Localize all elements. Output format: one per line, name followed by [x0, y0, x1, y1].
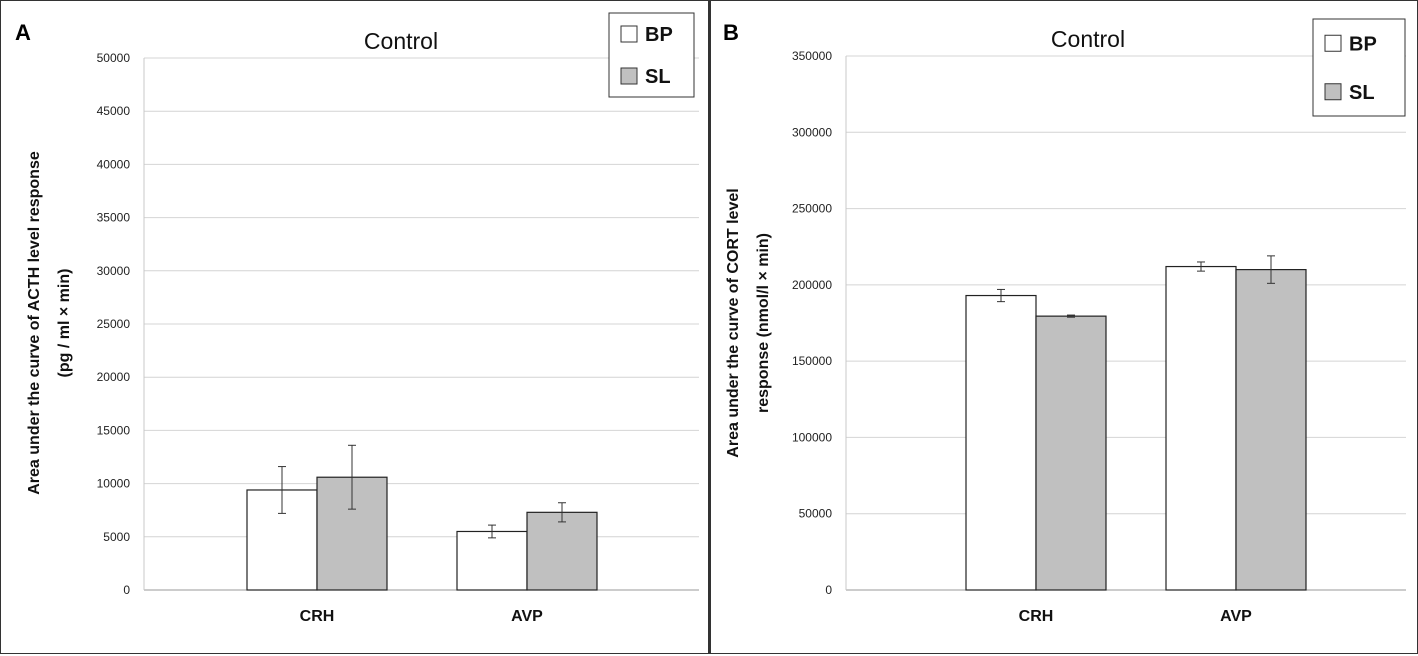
bar-sl-avp	[526, 511, 598, 591]
chart-a: A Control 0 5000 10000 15000 20000 25000 30000 35…	[15, 12, 699, 625]
panel-letter: B	[723, 20, 739, 45]
category-label: AVP	[1220, 608, 1252, 625]
bar-sl-avp	[1235, 269, 1307, 591]
category-label: CRH	[300, 608, 335, 625]
y-tick-label: 200000	[792, 278, 832, 292]
legend-swatch-sl	[620, 67, 638, 85]
y-tick-label: 45000	[97, 104, 131, 118]
legend-label-bp: BP	[645, 24, 673, 46]
chart-title: Control	[1051, 26, 1125, 52]
y-axis-label-line2: (pg / ml × min)	[56, 269, 73, 378]
bar-bp-avp	[456, 530, 528, 591]
y-axis-label-line2: response (nmol/l × min)	[755, 233, 772, 413]
y-tick-label: 250000	[792, 202, 832, 216]
y-tick-label: 0	[825, 583, 832, 597]
y-tick-label: 40000	[97, 157, 131, 171]
chart-b: B Control 0 50000 100000 150000 200000 250000 30…	[723, 18, 1406, 625]
y-tick-label: 30000	[97, 264, 131, 278]
panel-letter: A	[15, 20, 31, 45]
bar-bp-avp	[1165, 265, 1237, 591]
y-tick-label: 15000	[97, 423, 131, 437]
y-tick-label: 150000	[792, 354, 832, 368]
legend-swatch-bp	[1324, 34, 1342, 52]
chart-title: Control	[364, 28, 438, 54]
legend-swatch-sl	[1324, 83, 1342, 101]
panel-a: A Control 0 5000 10000 15000 20000 25000 30000 35…	[0, 0, 710, 654]
legend-label-bp: BP	[1349, 33, 1377, 55]
y-tick-label: 50000	[799, 507, 833, 521]
y-axis-label-line1: Area under the curve of CORT level	[725, 188, 742, 457]
y-tick-label: 350000	[792, 49, 832, 63]
y-tick-label: 25000	[97, 317, 131, 331]
legend-label-sl: SL	[1349, 82, 1375, 104]
category-label: CRH	[1019, 608, 1054, 625]
y-axis-label-line1: Area under the curve of ACTH level respo…	[26, 151, 43, 495]
legend-label-sl: SL	[645, 66, 671, 88]
y-tick-label: 0	[123, 583, 130, 597]
y-tick-label: 35000	[97, 211, 131, 225]
category-label: AVP	[511, 608, 543, 625]
legend-swatch-bp	[620, 25, 638, 43]
y-tick-label: 100000	[792, 430, 832, 444]
y-tick-label: 5000	[103, 530, 130, 544]
y-tick-label: 10000	[97, 477, 131, 491]
y-tick-label: 300000	[792, 125, 832, 139]
y-tick-label: 20000	[97, 370, 131, 384]
y-tick-label: 50000	[97, 51, 131, 65]
panel-b: B Control 0 50000 100000 150000 200000 250000 30…	[709, 0, 1418, 654]
bar-bp-crh	[965, 294, 1037, 591]
bar-sl-crh	[1035, 315, 1107, 591]
